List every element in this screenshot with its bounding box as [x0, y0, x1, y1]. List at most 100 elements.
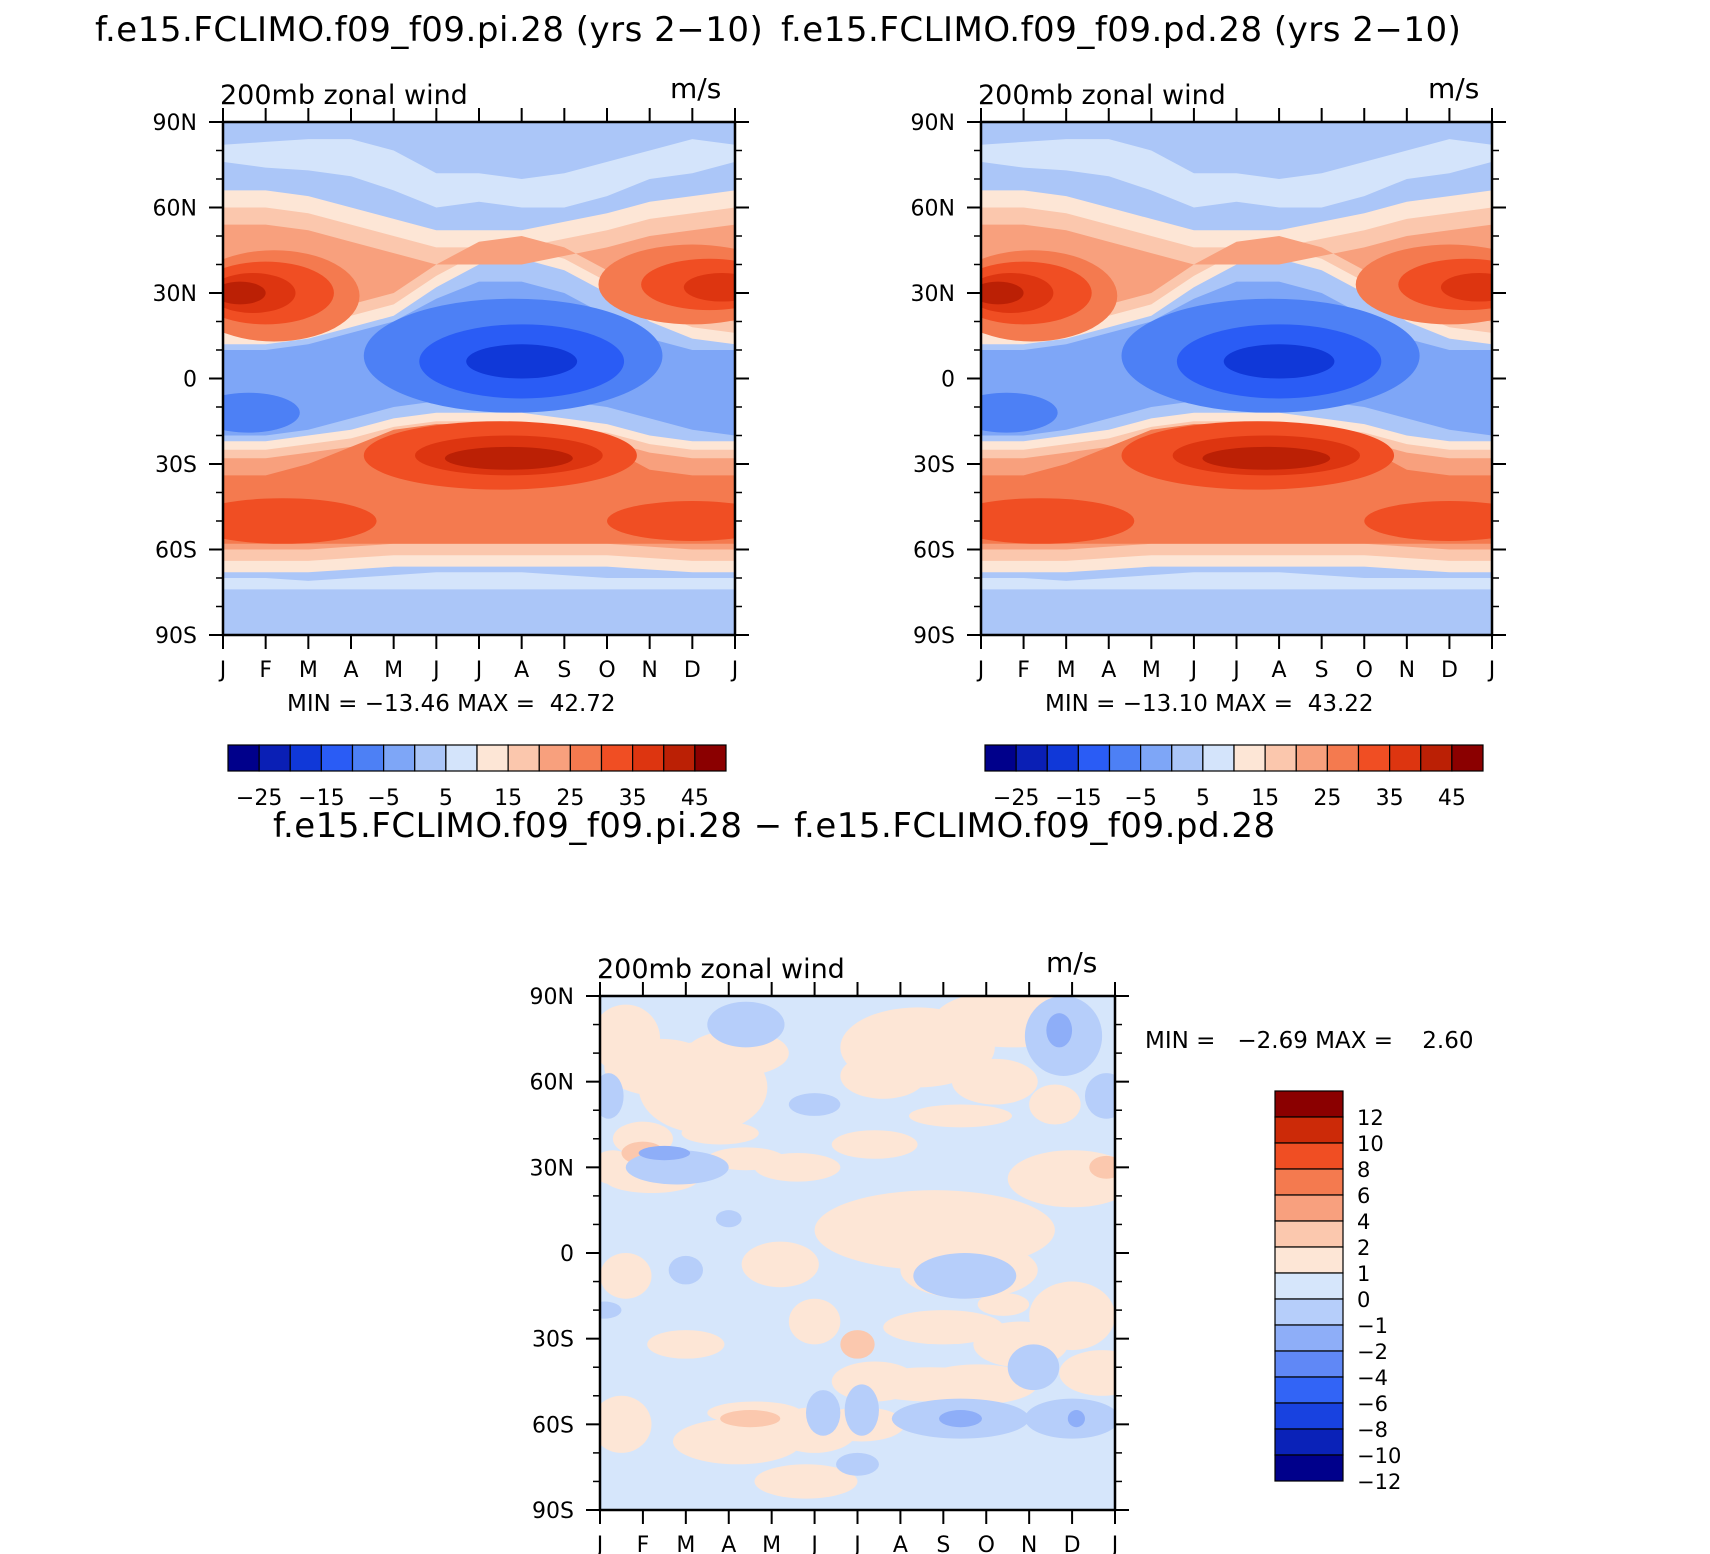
pi-colorbar-box — [663, 744, 696, 772]
difference-negative-region — [788, 1093, 841, 1116]
pd-colorbar-box — [1326, 744, 1360, 772]
pi-colorbar-box — [538, 744, 571, 772]
difference-negative-2-region — [638, 1145, 691, 1161]
units-pd: m/s — [1428, 72, 1479, 105]
difference-negative-region — [1084, 1073, 1115, 1119]
pd-x-tick-label: J — [976, 658, 985, 683]
contour-field-pi — [223, 122, 735, 635]
pi-x-tick-label: D — [684, 658, 701, 683]
pi-colorbar-box — [289, 744, 322, 772]
difference-colorbar-label: 8 — [1357, 1158, 1370, 1182]
difference-negative-region — [600, 1301, 622, 1319]
difference-colorbar-label: −8 — [1357, 1418, 1388, 1442]
difference-colorbar-box — [1274, 1454, 1344, 1482]
pi-colorbar-box — [258, 744, 291, 772]
difference-colorbar-box — [1274, 1324, 1344, 1352]
pd-x-tick-label: M — [1057, 658, 1076, 683]
pd-colorbar-label: 25 — [1313, 786, 1341, 811]
pd-colorbar-label: −15 — [1055, 786, 1101, 811]
pi-y-tick-label: 90S — [155, 624, 197, 649]
difference-colorbar-label: 4 — [1357, 1210, 1370, 1234]
pi-x-tick-label: J — [218, 658, 227, 683]
pi-colorbar-box — [600, 744, 634, 772]
pi-x-tick-label: M — [384, 658, 403, 683]
difference-positive-region — [754, 1464, 858, 1499]
difference-x-tick-label: A — [721, 1533, 736, 1554]
pi-sh-polar-cap — [223, 583, 735, 635]
difference-colorbar-label: 1 — [1357, 1262, 1370, 1286]
difference-colorbar-box — [1274, 1402, 1344, 1430]
pd-colorbar-box — [1140, 744, 1173, 772]
pd-colorbar-box — [1420, 744, 1453, 772]
difference-positive-region — [647, 1330, 725, 1359]
contour-field-difference — [600, 996, 1115, 1510]
pd-colorbar-box — [1108, 744, 1142, 772]
difference-colorbar-label: −1 — [1357, 1314, 1388, 1338]
pi-y-tick-label: 60N — [153, 197, 197, 222]
title-difference: f.e15.FCLIMO.f09_f09.pi.28 − f.e15.FCLIM… — [273, 806, 1276, 846]
difference-positive-2-region — [1089, 1155, 1115, 1179]
pi-sh-subtropical-jet-40 — [444, 446, 573, 470]
pi-colorbar-label: −25 — [236, 786, 282, 811]
pd-x-tick-label: J — [1487, 658, 1496, 683]
difference-x-tick-label: A — [893, 1533, 908, 1554]
pi-sh-polar-band — [223, 572, 735, 590]
difference-positive-region — [1029, 1084, 1081, 1125]
pd-tropical-easterly-15 — [1223, 344, 1335, 379]
pd-x-tick-label: J — [1231, 658, 1240, 683]
difference-colorbar-box — [1274, 1246, 1344, 1274]
pi-colorbar-box — [445, 744, 478, 772]
subtitle-difference: 200mb zonal wind — [597, 954, 845, 985]
difference-positive-2-region — [720, 1410, 781, 1428]
difference-colorbar-box — [1274, 1220, 1344, 1248]
difference-positive-region — [600, 1253, 652, 1299]
pd-y-tick-label: 90S — [913, 624, 955, 649]
difference-x-tick-label: M — [762, 1533, 781, 1554]
pi-x-tick-label: J — [431, 658, 440, 683]
pi-colorbar-box — [414, 744, 447, 772]
pd-y-tick-label: 30N — [911, 282, 955, 307]
pi-colorbar-label: 5 — [439, 786, 453, 811]
colorbar-pi: −25 −15 −5 5 15 25 35 45 — [227, 744, 727, 811]
difference-colorbar-box — [1274, 1272, 1344, 1300]
difference-negative-2-region — [1067, 1410, 1085, 1428]
pi-y-tick-label: 30N — [153, 282, 197, 307]
pi-x-tick-label: F — [259, 658, 272, 683]
title-pi: f.e15.FCLIMO.f09_f09.pi.28 (yrs 2−10) — [95, 10, 764, 50]
pi-x-tick-label: S — [557, 658, 571, 683]
pd-colorbar-box — [1295, 744, 1328, 772]
difference-x-tick-label: S — [936, 1533, 950, 1554]
units-difference: m/s — [1046, 946, 1097, 979]
difference-colorbar-box — [1274, 1168, 1344, 1196]
difference-negative-region — [707, 1001, 785, 1048]
difference-positive-region — [831, 1130, 918, 1159]
chart-difference: J F M A M J J A S O N D J 90N 60N 30N 0 30S 60S 90S 200mb z… — [530, 946, 1474, 1554]
pi-colorbar-label: 15 — [494, 786, 522, 811]
difference-x-tick-label: J — [1110, 1533, 1119, 1554]
difference-positive-region — [977, 1292, 1030, 1316]
difference-x-tick-label: J — [809, 1533, 818, 1554]
units-pi: m/s — [670, 72, 721, 105]
difference-positive-region — [1029, 1281, 1115, 1351]
pd-colorbar-label: 15 — [1251, 786, 1279, 811]
pi-x-tick-label: J — [730, 658, 739, 683]
pd-nh-jet-35-east — [1440, 273, 1492, 302]
difference-x-tick-label: F — [637, 1533, 650, 1554]
difference-positive-region — [600, 1395, 652, 1453]
difference-y-tick-label: 30N — [530, 1156, 574, 1181]
pi-x-tick-label: N — [641, 658, 657, 683]
difference-colorbar-label: −6 — [1357, 1392, 1388, 1416]
pi-colorbar-box — [569, 744, 603, 772]
difference-y-tick-label: 0 — [560, 1242, 574, 1267]
difference-negative-region — [806, 1390, 841, 1436]
difference-colorbar-label: −10 — [1357, 1444, 1401, 1468]
difference-negative-2-region — [939, 1410, 982, 1428]
pd-sh-subtropical-jet-40 — [1202, 446, 1331, 470]
pd-colorbar-box — [1357, 744, 1391, 772]
pi-colorbar-box — [694, 744, 727, 772]
pi-x-tick-label: A — [343, 658, 358, 683]
difference-colorbar-box — [1274, 1090, 1344, 1118]
pi-x-tick-label: A — [514, 658, 529, 683]
